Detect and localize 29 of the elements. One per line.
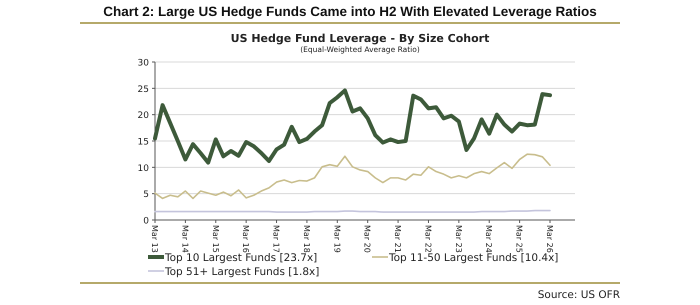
- x-tick-label: Mar 22: [423, 225, 432, 253]
- y-tick-label: 10: [138, 164, 150, 174]
- x-tick-label: Mar 25: [514, 225, 524, 253]
- y-tick-label: 5: [143, 190, 149, 200]
- y-tick-label: 0: [143, 216, 150, 226]
- legend-label: Top 10 Largest Funds [23.7x]: [164, 252, 318, 264]
- y-tick-label: 20: [138, 111, 150, 122]
- chart-title: Chart 2: Large US Hedge Funds Came into H2 With Elevated Leverage Ratios: [103, 4, 597, 19]
- x-tick-label: Mar 19: [332, 225, 342, 253]
- y-tick-label: 30: [138, 58, 150, 68]
- legend-label: Top 51+ Largest Funds [1.8x]: [164, 266, 320, 278]
- x-tick-label: Mar 14: [180, 225, 190, 253]
- y-tick-label: 15: [138, 138, 149, 148]
- line-series: [153, 88, 552, 165]
- x-tick-label: Mar 16: [241, 225, 250, 253]
- y-tick-label: 25: [138, 84, 149, 95]
- x-tick-label: Mar 20: [362, 225, 372, 253]
- x-tick-label: Mar 18: [302, 225, 311, 253]
- x-tick-label: Mar 26: [545, 225, 554, 253]
- source-note: Source: US OFR: [538, 289, 620, 301]
- x-tick-label: Mar 23: [454, 225, 463, 253]
- line-series: [154, 153, 551, 200]
- x-tick-label: Mar 17: [272, 225, 281, 253]
- x-tick-label: Mar 15: [210, 225, 220, 253]
- x-tick-label: Mar 24: [484, 225, 494, 253]
- x-tick-label: Mar 21: [393, 225, 402, 253]
- legend-label: Top 11-50 Largest Funds [10.4x]: [388, 252, 558, 264]
- x-tick-label: Mar 13: [150, 225, 159, 253]
- chart-subtitle: US Hedge Fund Leverage - By Size Cohort: [230, 32, 490, 45]
